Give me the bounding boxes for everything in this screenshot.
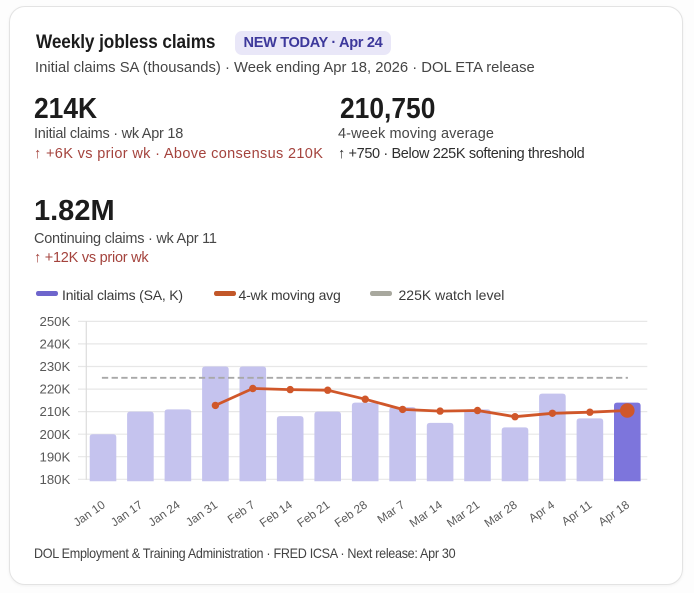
svg-text:Feb 21: Feb 21 [294,498,332,531]
svg-text:Mar 28: Mar 28 [482,497,520,530]
svg-text:240K: 240K [39,337,70,352]
svg-text:210K: 210K [39,404,70,419]
svg-text:180K: 180K [39,472,70,487]
svg-text:230K: 230K [39,359,70,374]
svg-text:Jan 31: Jan 31 [183,498,220,530]
svg-text:Mar 14: Mar 14 [407,497,445,530]
svg-text:Feb 28: Feb 28 [332,497,370,530]
svg-text:Apr 18: Apr 18 [596,497,633,529]
svg-text:Feb 7: Feb 7 [225,498,258,527]
svg-text:Mar 7: Mar 7 [375,498,408,527]
svg-text:Apr 4: Apr 4 [526,497,557,525]
svg-text:Jan 10: Jan 10 [71,497,108,529]
svg-text:Jan 17: Jan 17 [108,498,145,530]
svg-text:Apr 11: Apr 11 [559,498,595,529]
svg-text:200K: 200K [39,427,70,442]
svg-text:220K: 220K [39,382,70,397]
svg-text:Feb 14: Feb 14 [257,497,295,530]
svg-text:Jan 24: Jan 24 [146,497,183,529]
svg-text:250K: 250K [39,314,70,329]
svg-text:Mar 21: Mar 21 [444,498,482,531]
svg-text:190K: 190K [39,449,70,464]
